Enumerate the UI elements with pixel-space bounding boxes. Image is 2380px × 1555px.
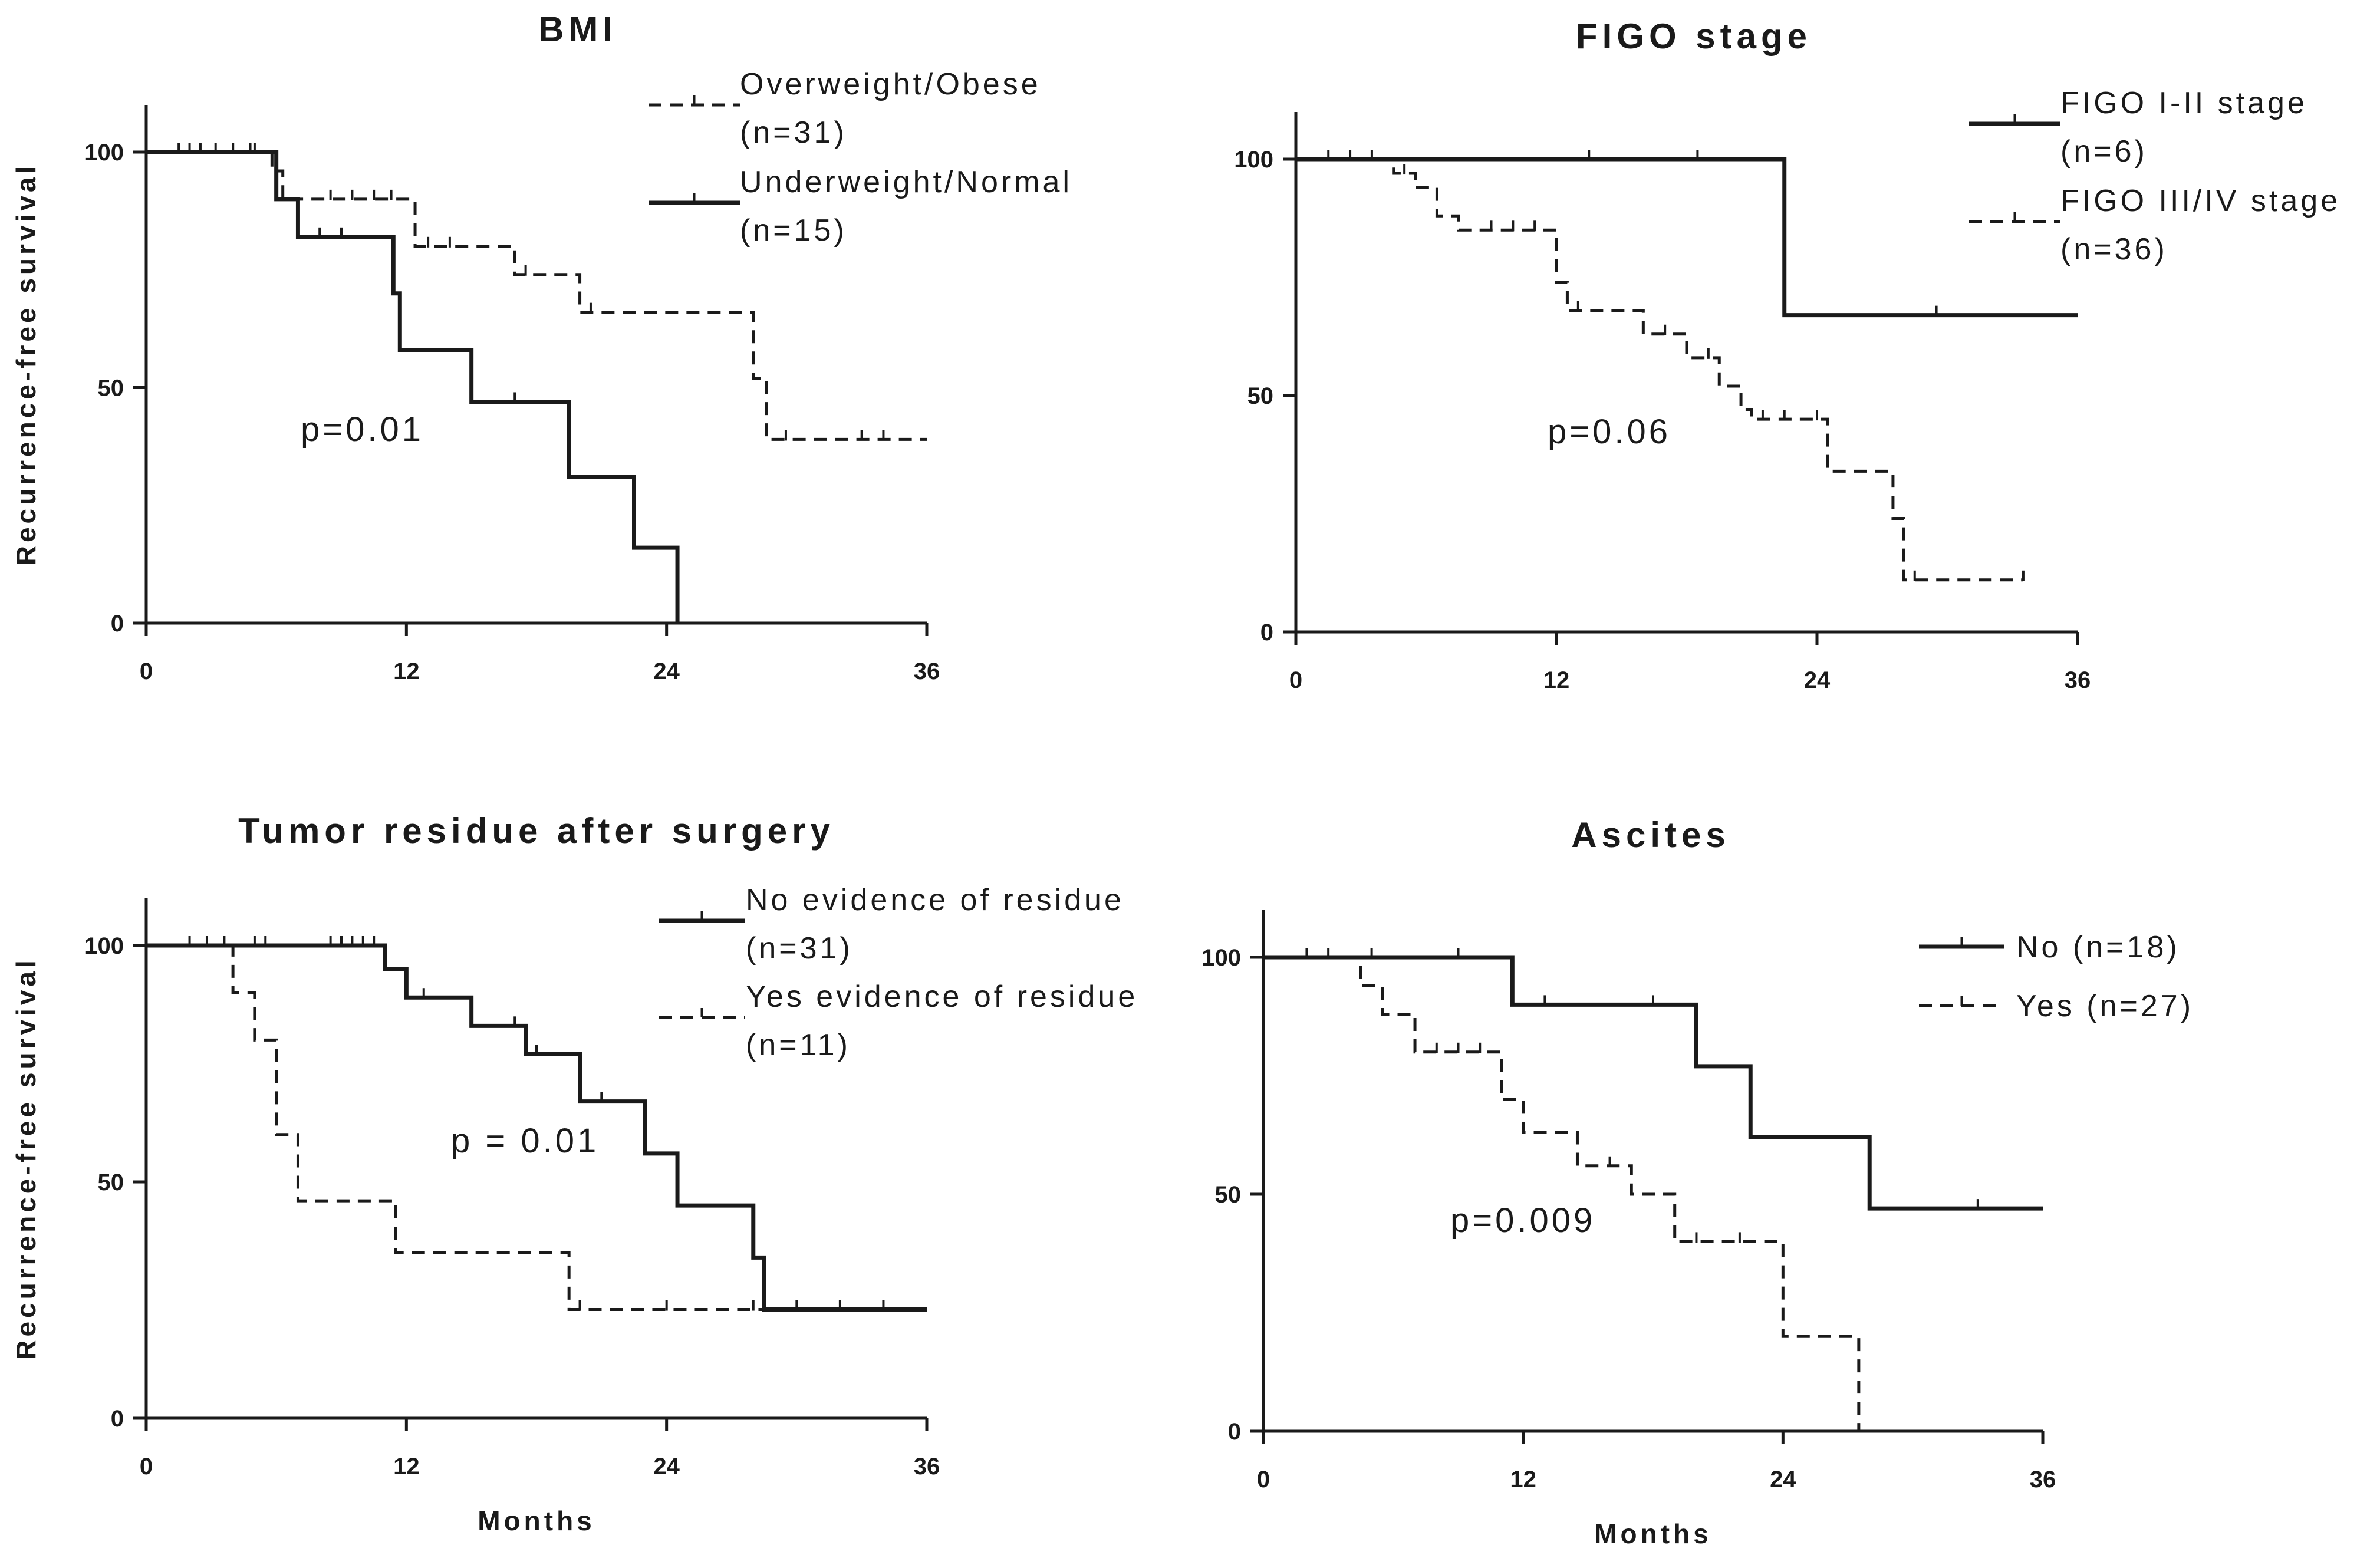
y-axis-label: Recurrence-free survival [11, 957, 41, 1360]
legend-count: (n=6) [2060, 134, 2148, 169]
x-tick-label: 0 [140, 658, 153, 684]
survival-curve-dashed [146, 944, 927, 1312]
x-tick-label: 12 [393, 1454, 420, 1480]
survival-curve-solid [1263, 955, 2043, 1211]
y-tick-label: 0 [1260, 620, 1273, 645]
survival-curve-solid [1296, 157, 2078, 318]
legend-label: Yes evidence of residue [746, 980, 1138, 1014]
legend-label: Overweight/Obese [740, 67, 1041, 101]
x-tick-label: 24 [1804, 667, 1831, 693]
p-value: p=0.009 [1450, 1201, 1595, 1240]
x-tick-label: 36 [914, 658, 940, 684]
x-tick-label: 24 [653, 658, 680, 684]
x-tick-label: 36 [914, 1454, 940, 1480]
legend-label: No evidence of residue [746, 883, 1124, 917]
legend-count: (n=31) [740, 116, 847, 150]
y-tick-label: 0 [1228, 1419, 1241, 1445]
p-value: p = 0.01 [451, 1122, 599, 1160]
km-panel-2: FIGO stage 0 12 24 36 0 50 100 p=0.06 FIGO I-II s… [1234, 17, 2341, 693]
y-tick-label: 0 [111, 611, 124, 637]
survival-curve-dashed [146, 150, 927, 441]
panel-title: Ascites [1571, 815, 1730, 855]
y-tick-label: 100 [84, 933, 124, 959]
km-panel-4: Ascites 0 12 24 36 0 50 100 Months p=0.009 No (n=1… [1201, 815, 2194, 1549]
legend-count: (n=36) [2060, 232, 2168, 266]
legend-label: FIGO III/IV stage [2060, 184, 2341, 218]
x-tick-label: 0 [1257, 1467, 1270, 1493]
legend-label: Underweight/Normal [740, 165, 1072, 199]
y-axis-label: Recurrence-free survival [11, 163, 41, 566]
y-tick-label: 100 [1234, 147, 1273, 173]
y-tick-label: 50 [1215, 1182, 1242, 1208]
panel-title: Tumor residue after surgery [238, 811, 835, 851]
x-axis-label: Months [1594, 1518, 1712, 1549]
x-tick-label: 24 [1770, 1467, 1796, 1493]
panel-title: BMI [538, 9, 617, 49]
legend-count: (n=15) [740, 213, 847, 248]
legend-label: Yes (n=27) [2016, 989, 2194, 1023]
y-tick-label: 100 [84, 140, 124, 166]
panel-title: FIGO stage [1576, 17, 1812, 56]
x-tick-label: 0 [140, 1454, 153, 1480]
legend-count: (n=11) [746, 1028, 851, 1062]
p-value: p=0.01 [301, 410, 424, 449]
x-axis-label: Months [478, 1505, 595, 1536]
survival-curve-solid [146, 943, 927, 1312]
x-tick-label: 36 [2065, 667, 2091, 693]
legend-label: No (n=18) [2016, 930, 2180, 964]
legend-count: (n=31) [746, 931, 853, 966]
x-tick-label: 12 [393, 658, 420, 684]
x-tick-label: 12 [1543, 667, 1570, 693]
p-value: p=0.06 [1548, 413, 1671, 451]
legend-label: FIGO I-II stage [2060, 86, 2307, 120]
y-tick-label: 100 [1201, 945, 1241, 971]
km-panel-3: Tumor residue after surgery 0 12 24 36 0 50 100… [11, 811, 1138, 1536]
x-tick-label: 24 [653, 1454, 680, 1480]
y-tick-label: 50 [98, 375, 124, 401]
y-tick-label: 50 [1247, 383, 1274, 409]
survival-curve-solid [146, 150, 680, 623]
km-panel-1: BMI 0 12 24 36 0 50 100 Recurrence-free survival… [11, 9, 1072, 684]
x-tick-label: 12 [1510, 1467, 1536, 1493]
x-tick-label: 0 [1289, 667, 1302, 693]
survival-curve-dashed [1263, 956, 1861, 1431]
survival-curve-dashed [1296, 157, 2023, 582]
x-tick-label: 36 [2030, 1467, 2056, 1493]
y-tick-label: 50 [98, 1169, 124, 1195]
y-tick-label: 0 [111, 1406, 124, 1432]
